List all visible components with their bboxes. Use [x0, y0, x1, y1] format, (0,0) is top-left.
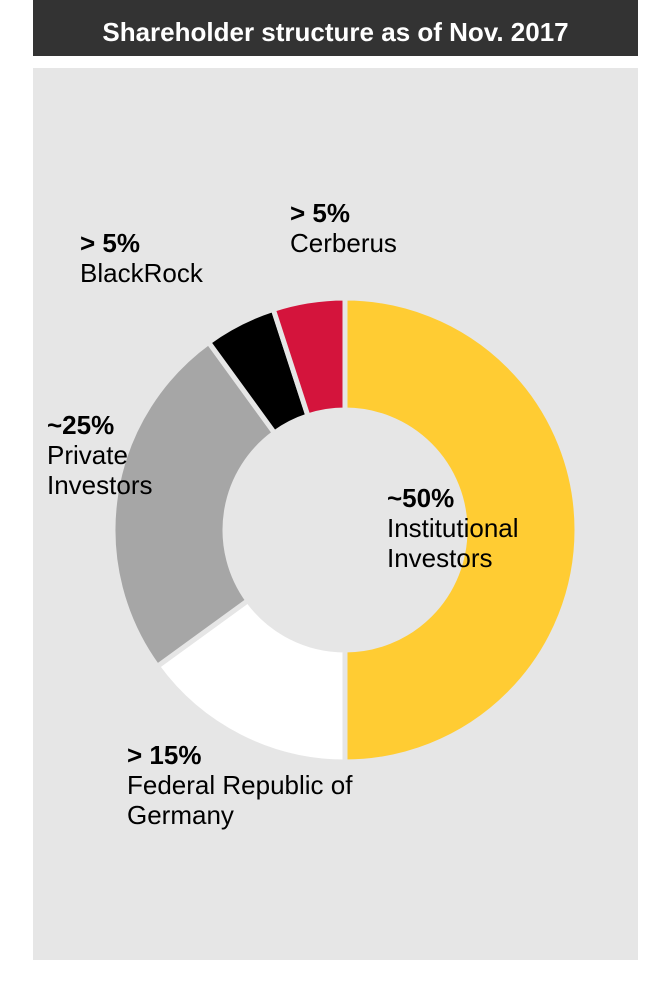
donut-segment — [270, 295, 348, 420]
segment-label: ~50% Institutional Investors — [387, 483, 577, 573]
donut-segment — [153, 597, 348, 765]
value-label: ~25% — [47, 410, 115, 440]
donut-segment — [110, 338, 278, 670]
segment-label: > 5% Cerberus — [290, 198, 450, 258]
donut-segment — [342, 295, 580, 765]
value-label: ~50% — [387, 483, 455, 513]
chart-title: Shareholder structure as of Nov. 2017 — [33, 0, 638, 56]
segment-label: ~25% Private Investors — [47, 410, 197, 500]
category-label: BlackRock — [80, 258, 203, 288]
value-label: > 5% — [80, 228, 140, 258]
segment-label: > 15% Federal Republic of Germany — [127, 740, 427, 830]
segment-label: > 5% BlackRock — [80, 228, 250, 288]
value-label: > 15% — [127, 740, 202, 770]
category-label: Private Investors — [47, 440, 153, 500]
value-label: > 5% — [290, 198, 350, 228]
donut-hole — [227, 412, 463, 648]
category-label: Federal Republic of Germany — [127, 770, 353, 830]
category-label: Institutional Investors — [387, 513, 519, 573]
category-label: Cerberus — [290, 228, 397, 258]
